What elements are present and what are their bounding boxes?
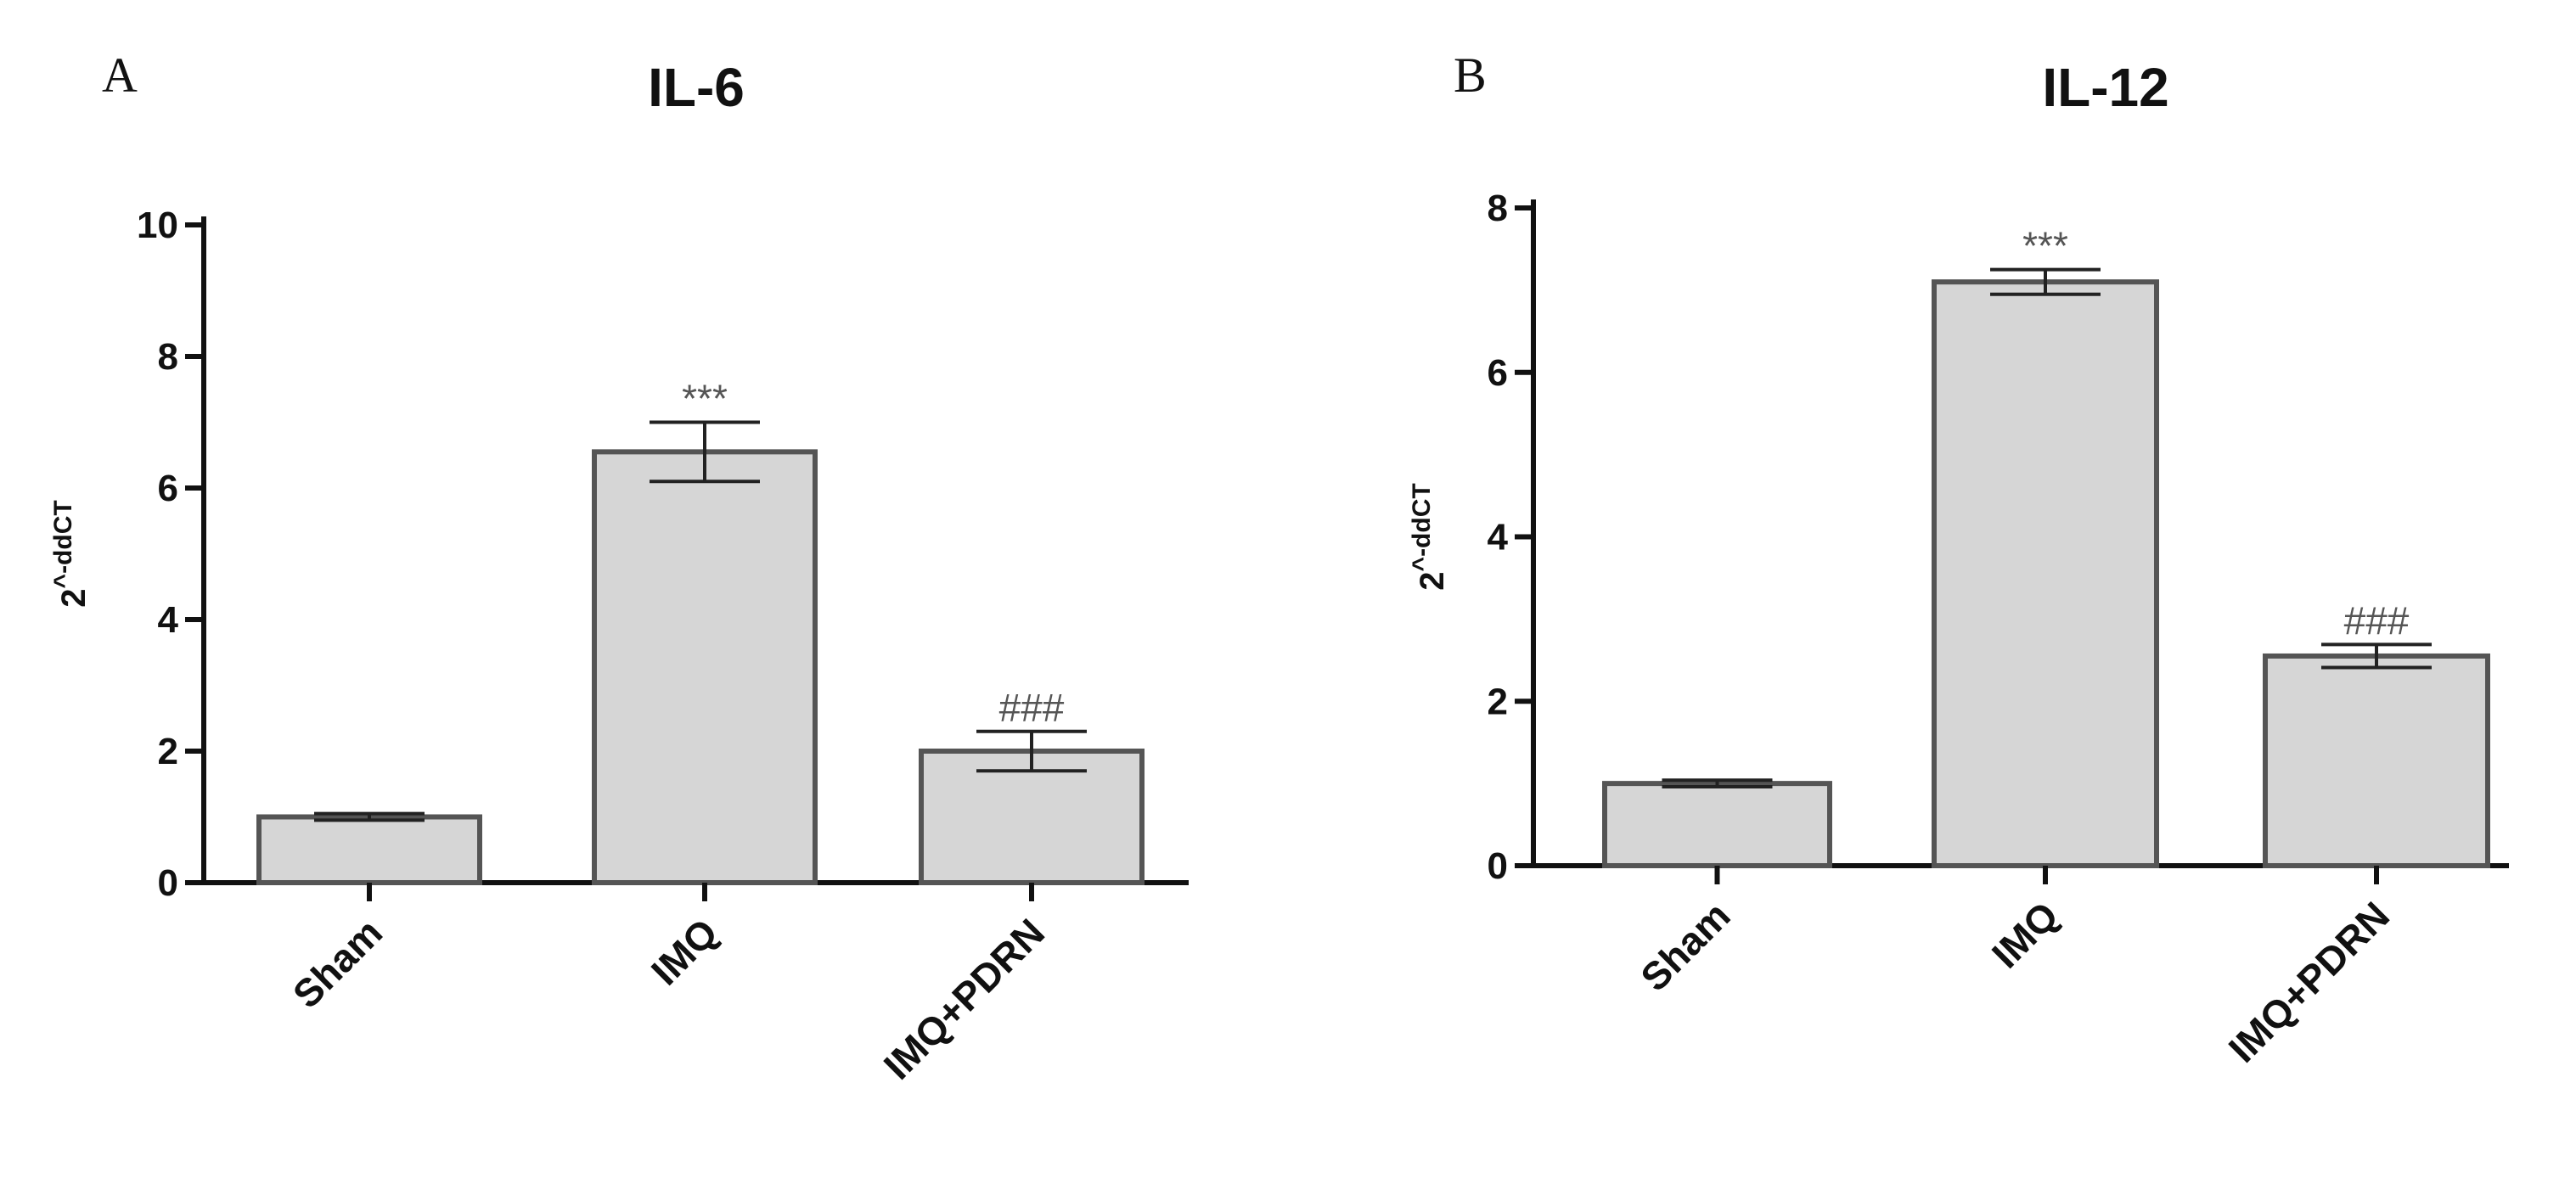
y-tick-label: 6 xyxy=(158,468,178,509)
y-tick-label: 2 xyxy=(1488,681,1508,722)
panel-b: B IL-12 2^-ddCT 0 2 4 6 8 Sham *** IMQ ### IMQ+PDRN xyxy=(1408,48,2509,1071)
y-tick-label: 0 xyxy=(158,862,178,904)
bar-imq-pdrn xyxy=(2263,653,2490,868)
significance-label: ### xyxy=(2344,598,2410,642)
panel-letter: A xyxy=(102,48,138,103)
y-tick-label: 8 xyxy=(158,336,178,378)
significance-label: *** xyxy=(682,377,728,421)
panel-a: A IL-6 2^-ddCT 0 2 4 6 8 10 Sham *** IMQ ### IMQ+PDRN xyxy=(49,48,1189,1088)
x-tick-label: IMQ+PDRN xyxy=(2220,893,2398,1070)
y-axis-label: 2^-ddCT xyxy=(49,500,93,607)
y-tick-label: 4 xyxy=(1488,517,1509,558)
y-tick-label: 6 xyxy=(1488,352,1508,394)
y-tick-label: 8 xyxy=(1488,188,1508,229)
panel-letter: B xyxy=(1454,48,1487,103)
significance-label: ### xyxy=(999,686,1065,730)
bar-sham xyxy=(1602,781,1832,868)
x-tick-label: Sham xyxy=(284,910,391,1016)
y-axis-label: 2^-ddCT xyxy=(1408,483,1452,590)
x-tick-label: IMQ xyxy=(643,910,726,993)
significance-label: *** xyxy=(2022,224,2068,268)
x-tick-label: Sham xyxy=(1632,893,1738,999)
x-tick-label: IMQ xyxy=(1983,893,2067,976)
bar-imq xyxy=(1932,279,2159,868)
bar-sham xyxy=(256,814,482,885)
y-tick-label: 10 xyxy=(137,205,178,246)
bar-imq xyxy=(592,449,818,885)
chart-title: IL-12 xyxy=(2042,57,2168,118)
x-tick-label: IMQ+PDRN xyxy=(875,910,1053,1087)
y-tick-label: 4 xyxy=(158,599,179,641)
chart-title: IL-6 xyxy=(648,57,745,118)
y-tick-label: 2 xyxy=(158,731,178,772)
y-tick-label: 0 xyxy=(1488,845,1508,887)
